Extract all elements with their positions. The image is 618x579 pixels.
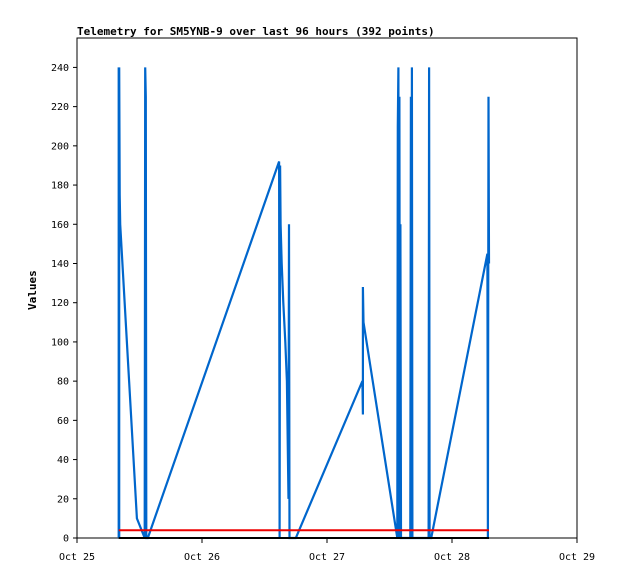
y-tick-label: 200	[51, 141, 69, 152]
x-tick-label: Oct 27	[309, 552, 345, 563]
x-tick-label: Oct 25	[59, 552, 95, 563]
y-tick-label: 100	[51, 337, 69, 348]
y-tick-label: 20	[57, 494, 69, 505]
x-tick-label: Oct 26	[184, 552, 220, 563]
y-tick-label: 220	[51, 102, 69, 113]
series-group	[117, 67, 491, 540]
x-tick-label: Oct 28	[434, 552, 470, 563]
y-tick-label: 180	[51, 181, 69, 192]
y-tick-label: 140	[51, 259, 69, 270]
y-tick-label: 160	[51, 220, 69, 231]
y-tick-label: 80	[57, 377, 69, 388]
y-tick-label: 40	[57, 455, 69, 466]
y-tick-label: 0	[63, 534, 69, 545]
y-tick-label: 120	[51, 298, 69, 309]
y-tick-label: 60	[57, 416, 69, 427]
y-axis-label: Values	[26, 270, 39, 310]
chart-title: Telemetry for SM5YNB-9 over last 96 hour…	[77, 25, 435, 38]
x-axis: Oct 25 Oct 26 Oct 27 Oct 28 Oct 29	[59, 538, 595, 563]
y-tick-label: 240	[51, 63, 69, 74]
y-axis: 0 20 40 60 80 100 120 140 160 180 200 220 240	[51, 63, 77, 545]
x-tick-label: Oct 29	[559, 552, 595, 563]
plot-area	[76, 37, 578, 539]
